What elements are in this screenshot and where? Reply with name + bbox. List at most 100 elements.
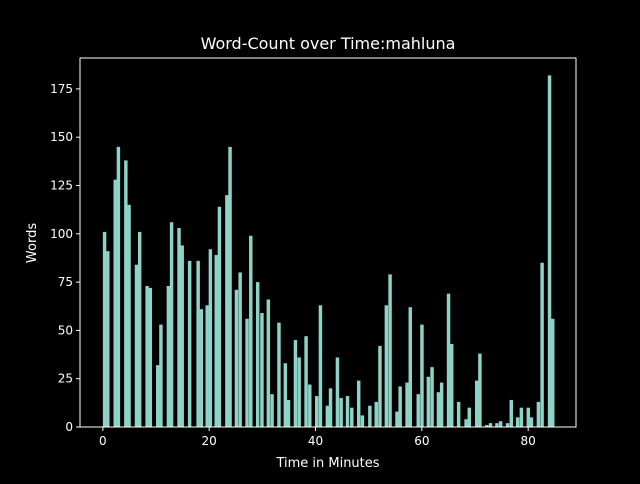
x-tick-label: 0 (99, 434, 107, 448)
bar (345, 396, 350, 427)
bar (360, 415, 365, 427)
y-tick-label: 150 (50, 130, 73, 144)
y-tick-label: 0 (65, 420, 73, 434)
bar (148, 287, 153, 427)
bar (388, 274, 392, 427)
bar (450, 343, 454, 427)
bar (314, 396, 319, 427)
y-tick-label: 175 (50, 82, 73, 96)
bar (485, 425, 489, 427)
y-axis-label: Words (25, 223, 40, 263)
bar (145, 285, 149, 427)
bar (304, 336, 308, 427)
bar (308, 384, 312, 427)
bar (234, 289, 239, 427)
y-axis-ticks: 0 25 50 75 100 125 150 175 (50, 82, 80, 434)
bar (124, 160, 128, 427)
bar (335, 357, 340, 427)
bar (430, 367, 434, 427)
bar (116, 146, 121, 427)
bar (368, 405, 372, 427)
bar (356, 380, 361, 427)
bar (328, 388, 333, 427)
bar (374, 401, 378, 427)
bar (515, 417, 520, 427)
bar (277, 322, 281, 427)
bar (245, 318, 249, 427)
bar (526, 407, 531, 427)
bar (260, 313, 264, 427)
bar (488, 423, 493, 427)
bar (398, 386, 402, 427)
bar (225, 195, 229, 427)
x-axis-label: Time in Minutes (275, 456, 379, 471)
x-axis-ticks: 0 20 40 60 80 (99, 427, 536, 448)
bar (426, 376, 431, 427)
bar (113, 179, 117, 427)
bar (439, 382, 444, 427)
bar (436, 392, 441, 427)
bars (102, 75, 555, 427)
bar (270, 394, 274, 427)
bar (505, 423, 510, 427)
bar (420, 324, 424, 427)
bar (159, 324, 163, 427)
bar (529, 417, 534, 427)
bar (156, 365, 160, 427)
bar (456, 401, 461, 427)
bar (408, 307, 412, 427)
bar (395, 411, 399, 427)
bar (384, 305, 389, 427)
bar (318, 305, 323, 427)
bar (187, 260, 192, 427)
bar (551, 318, 555, 427)
bar (350, 407, 354, 427)
bar (217, 206, 222, 427)
bar (378, 345, 382, 427)
x-tick-label: 60 (414, 434, 429, 448)
bar (293, 340, 298, 427)
bar (228, 146, 232, 427)
chart-title: Word-Count over Time:mahluna (201, 34, 456, 53)
y-tick-label: 25 (58, 372, 73, 386)
bar (509, 399, 514, 427)
x-tick-label: 40 (308, 434, 323, 448)
y-tick-label: 100 (50, 227, 73, 241)
bar (106, 251, 110, 427)
bar (498, 421, 503, 427)
bar (177, 228, 181, 427)
bar (478, 353, 482, 427)
bar (266, 299, 271, 427)
bar (238, 272, 242, 427)
bar (199, 309, 204, 427)
bar (464, 419, 468, 427)
bar (297, 357, 301, 427)
bar (137, 231, 142, 427)
y-tick-label: 125 (50, 179, 73, 193)
bar (540, 262, 544, 427)
bar (127, 204, 131, 427)
x-tick-label: 80 (521, 434, 536, 448)
bar (134, 264, 139, 427)
bar (519, 407, 524, 427)
x-tick-label: 20 (202, 434, 217, 448)
bar (255, 282, 260, 427)
bar (474, 380, 479, 427)
bar (283, 363, 288, 427)
bar (169, 222, 174, 427)
bar (208, 249, 213, 427)
bar (180, 245, 184, 427)
bar (102, 231, 107, 427)
bar (196, 260, 200, 427)
bar (249, 235, 253, 427)
bar (467, 407, 472, 427)
y-tick-label: 75 (58, 275, 73, 289)
y-tick-label: 50 (58, 323, 73, 337)
bar (166, 285, 171, 427)
bar (495, 423, 499, 427)
bar (205, 305, 209, 427)
bar (286, 399, 291, 427)
bar (416, 394, 420, 427)
axes-frame (79, 57, 577, 428)
